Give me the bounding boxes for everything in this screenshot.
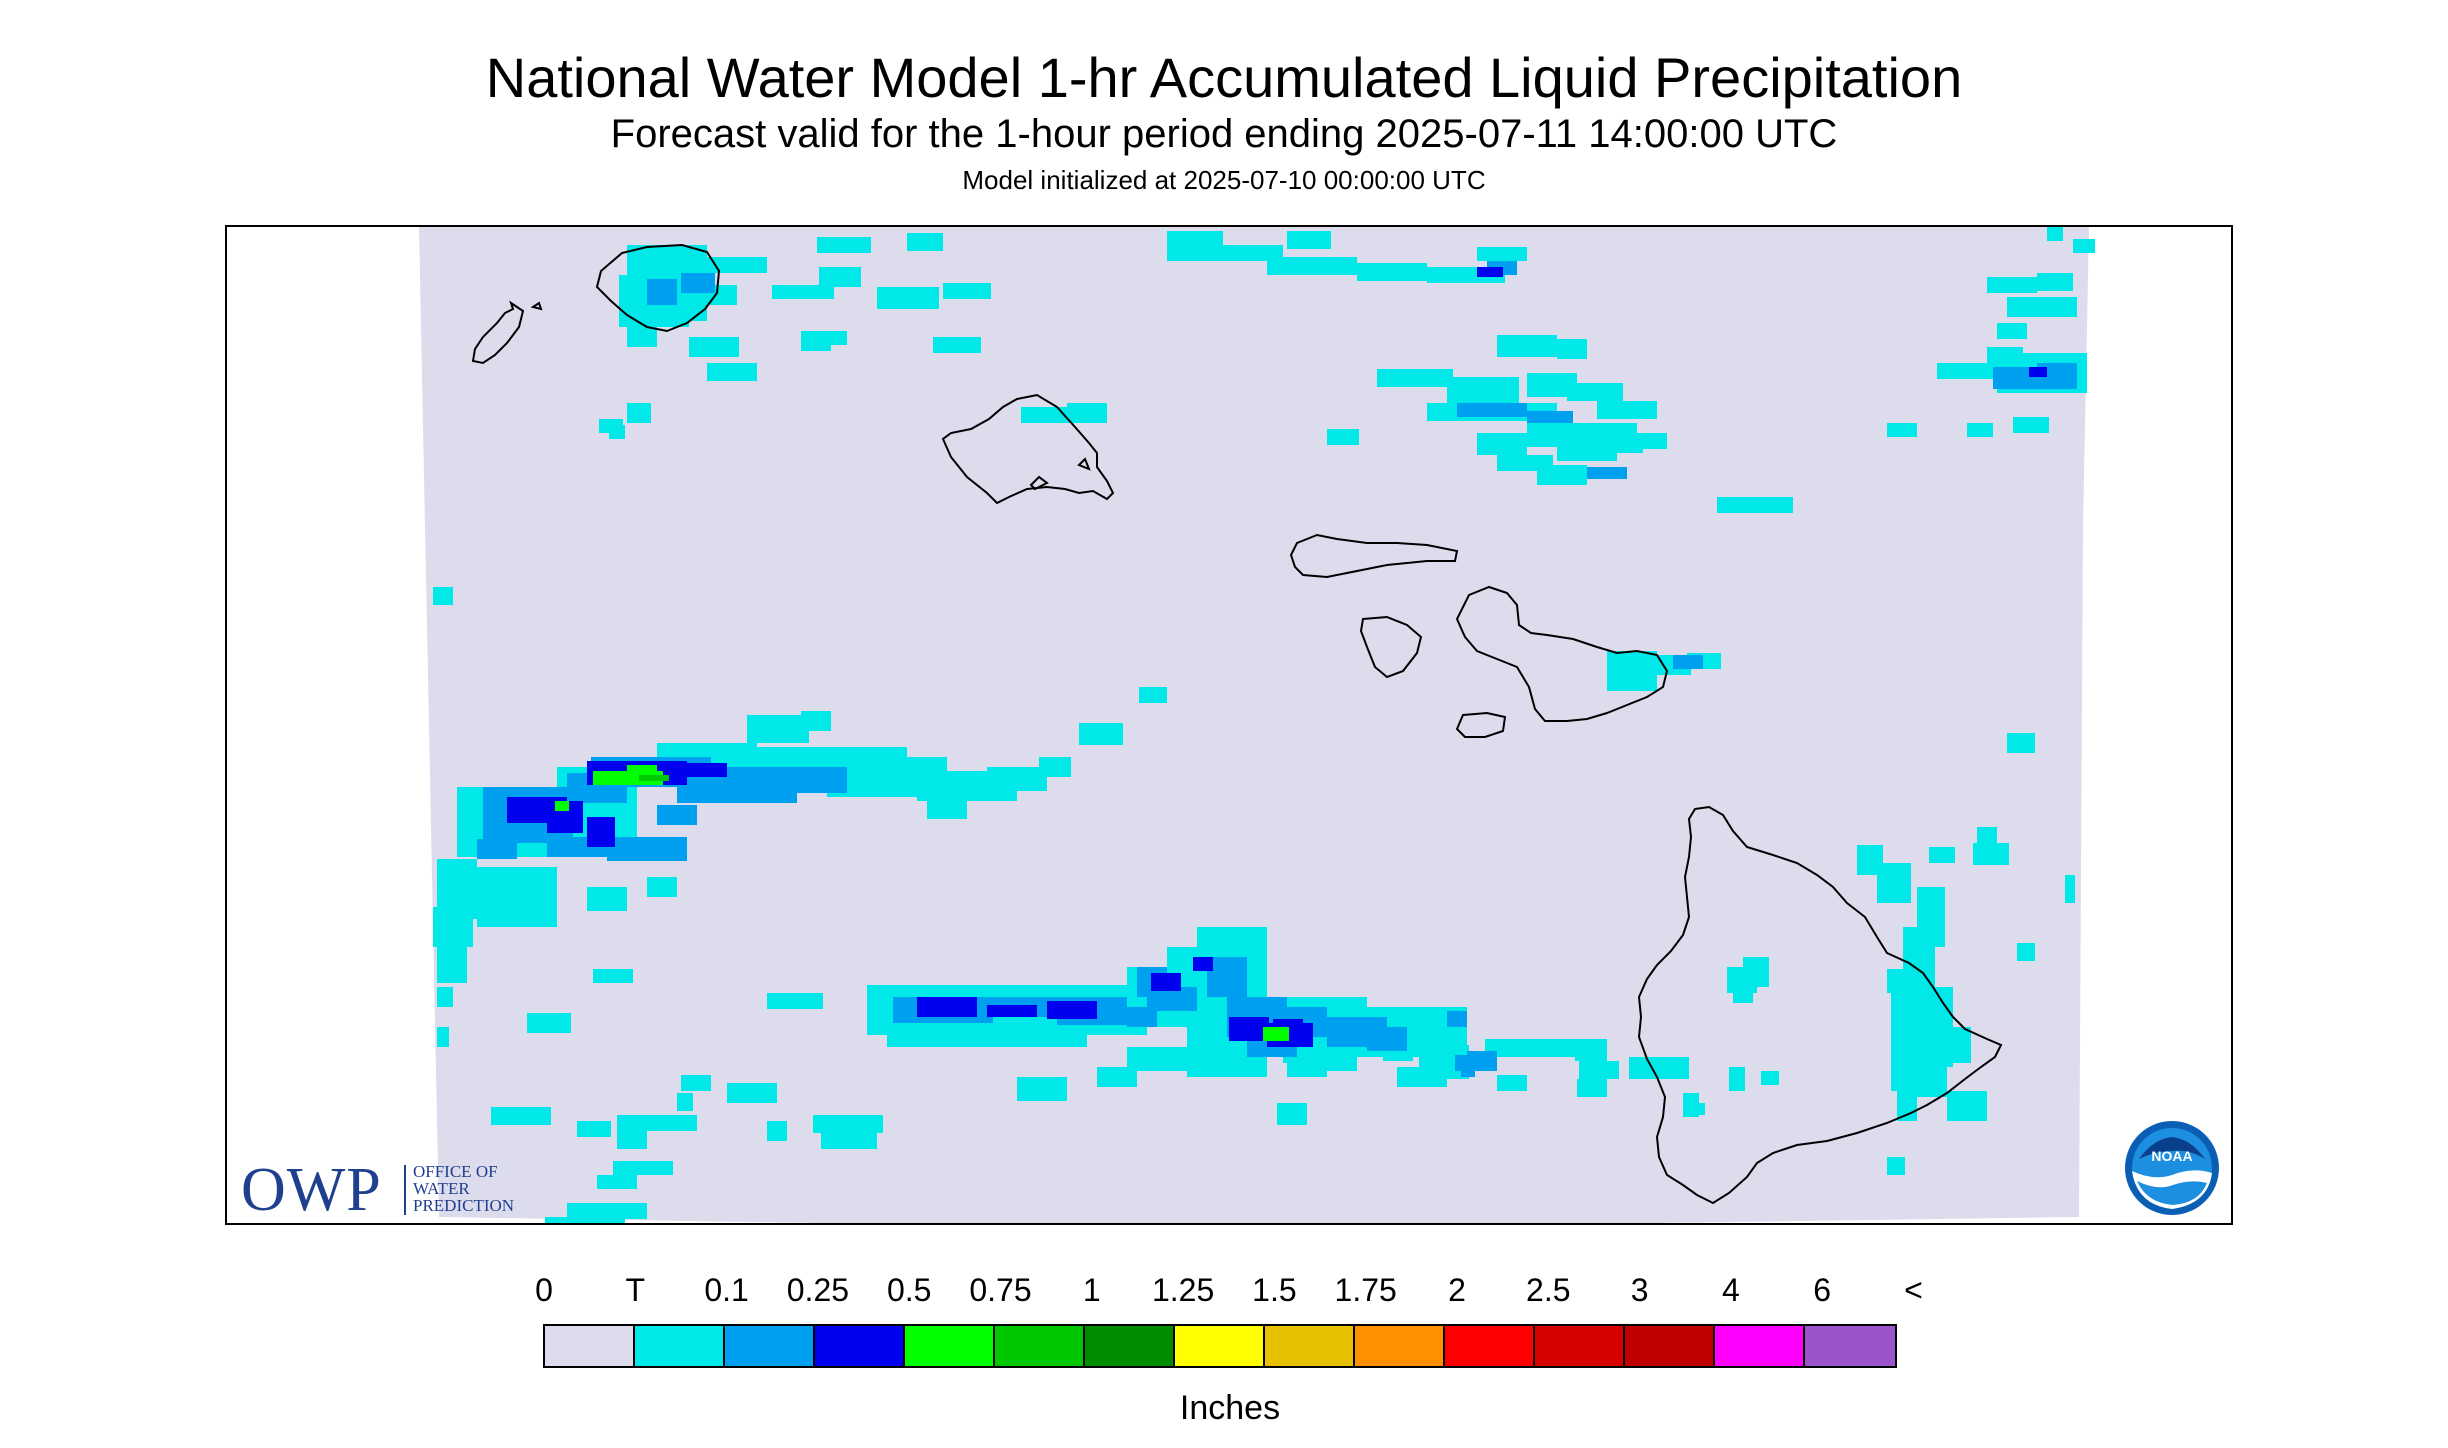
legend-label: 1.5 (1252, 1272, 1297, 1308)
legend-label: 0.75 (969, 1272, 1032, 1308)
owp-logo-text: OWP (241, 1156, 382, 1224)
legend-label: 2 (1448, 1272, 1466, 1308)
legend-label: 0 (535, 1272, 553, 1308)
legend-colorbar (543, 1324, 1897, 1368)
owp-logo-divider (404, 1165, 406, 1215)
legend-swatch (1445, 1326, 1535, 1366)
noaa-logo-text: NOAA (2151, 1148, 2192, 1164)
owp-line-2: WATER (413, 1179, 470, 1198)
model-init-text: Model initialized at 2025-07-10 00:00:00… (962, 165, 1486, 195)
legend-swatch (1805, 1326, 1895, 1366)
legend-swatch (1355, 1326, 1445, 1366)
owp-line-1: OFFICE OF (413, 1162, 498, 1181)
legend-label: T (625, 1272, 646, 1308)
legend-label: 6 (1813, 1272, 1832, 1308)
owp-logo: OWP OFFICE OF WATER PREDICTION (241, 1159, 561, 1221)
precipitation-map: OWP OFFICE OF WATER PREDICTION NOAA (225, 225, 2233, 1225)
legend-swatch (1175, 1326, 1265, 1366)
legend-label: 1.75 (1334, 1272, 1397, 1308)
map-canvas (419, 227, 2095, 1223)
legend-label: 2.5 (1526, 1272, 1571, 1308)
legend-swatch (815, 1326, 905, 1366)
legend-label: 0.1 (704, 1272, 749, 1308)
legend-swatch (725, 1326, 815, 1366)
legend-label: 3 (1630, 1272, 1649, 1308)
color-legend: 0 T 0.1 0.25 0.5 0.75 1 1.25 1.5 1.75 2 2.5 3 4 6 < Inc… (535, 1270, 1923, 1440)
model-domain (419, 227, 2089, 1223)
legend-label: < (1904, 1272, 1923, 1308)
page-title: National Water Model 1-hr Accumulated Li… (485, 46, 1963, 109)
legend-units: Inches (1179, 1389, 1281, 1427)
legend-swatch (635, 1326, 725, 1366)
forecast-valid-subtitle: Forecast valid for the 1-hour period end… (610, 112, 1838, 156)
legend-swatch (1535, 1326, 1625, 1366)
legend-swatch (995, 1326, 1085, 1366)
precip-cells-yellow (639, 775, 669, 781)
legend-label: 4 (1721, 1272, 1740, 1308)
legend-swatch (1715, 1326, 1805, 1366)
legend-label: 1 (1082, 1272, 1101, 1308)
legend-swatch (1085, 1326, 1175, 1366)
legend-label: 1.25 (1151, 1272, 1215, 1308)
legend-swatch (905, 1326, 995, 1366)
legend-label: 0.5 (886, 1272, 932, 1308)
legend-swatch (1625, 1326, 1715, 1366)
legend-swatch (545, 1326, 635, 1366)
noaa-logo: NOAA (2125, 1121, 2219, 1215)
owp-line-3: PREDICTION (413, 1196, 515, 1215)
coastlines (471, 243, 2003, 1205)
precip-cells-green (555, 765, 1289, 1041)
owp-logo-subtext: OFFICE OF WATER PREDICTION (413, 1163, 514, 1214)
legend-label: 0.25 (786, 1272, 850, 1308)
legend-swatch (1265, 1326, 1355, 1366)
